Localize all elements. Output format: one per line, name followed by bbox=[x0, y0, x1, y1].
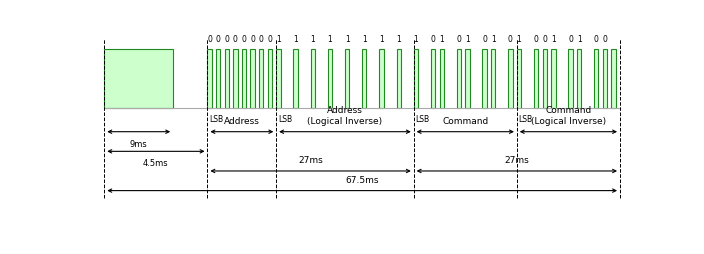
Bar bbox=[310, 50, 315, 109]
Bar bbox=[379, 50, 384, 109]
Text: 1: 1 bbox=[345, 35, 349, 44]
Text: 1: 1 bbox=[379, 35, 384, 44]
Bar bbox=[482, 50, 486, 109]
Text: 1: 1 bbox=[293, 35, 298, 44]
Text: 1: 1 bbox=[276, 35, 281, 44]
Bar bbox=[242, 50, 246, 109]
Text: 0: 0 bbox=[259, 35, 263, 44]
Text: 1: 1 bbox=[517, 35, 522, 44]
Text: 1: 1 bbox=[327, 35, 332, 44]
Text: 1: 1 bbox=[551, 35, 555, 44]
Text: 0: 0 bbox=[603, 35, 608, 44]
Text: 0: 0 bbox=[216, 35, 220, 44]
Text: 1: 1 bbox=[413, 35, 418, 44]
Bar bbox=[508, 50, 513, 109]
Bar bbox=[431, 50, 435, 109]
Text: 0: 0 bbox=[233, 35, 238, 44]
Bar bbox=[543, 50, 547, 109]
Text: 1: 1 bbox=[396, 35, 401, 44]
Bar bbox=[259, 50, 263, 109]
Bar bbox=[345, 50, 349, 109]
Text: 0: 0 bbox=[594, 35, 599, 44]
Text: Command
(Logical Inverse): Command (Logical Inverse) bbox=[531, 106, 606, 125]
Text: 0: 0 bbox=[508, 35, 513, 44]
Text: 0: 0 bbox=[542, 35, 547, 44]
Bar bbox=[396, 50, 401, 109]
Text: 67.5ms: 67.5ms bbox=[346, 175, 379, 184]
Text: 1: 1 bbox=[465, 35, 470, 44]
Bar bbox=[268, 50, 272, 109]
Text: Address
(Logical Inverse): Address (Logical Inverse) bbox=[308, 106, 382, 125]
Bar bbox=[104, 50, 173, 109]
Bar bbox=[465, 50, 470, 109]
Bar bbox=[568, 50, 572, 109]
Text: 1: 1 bbox=[491, 35, 496, 44]
Bar bbox=[294, 50, 298, 109]
Text: 0: 0 bbox=[482, 35, 487, 44]
Text: 1: 1 bbox=[439, 35, 444, 44]
Text: 0: 0 bbox=[534, 35, 539, 44]
Bar bbox=[414, 50, 418, 109]
Bar bbox=[577, 50, 582, 109]
Text: 0: 0 bbox=[250, 35, 255, 44]
Text: LSB: LSB bbox=[278, 115, 292, 123]
Bar bbox=[517, 50, 521, 109]
Bar bbox=[225, 50, 229, 109]
Text: 1: 1 bbox=[362, 35, 367, 44]
Bar bbox=[551, 50, 555, 109]
Text: LSB: LSB bbox=[415, 115, 429, 123]
Text: Command: Command bbox=[442, 116, 489, 125]
Text: 0: 0 bbox=[207, 35, 212, 44]
Text: 0: 0 bbox=[241, 35, 246, 44]
Text: 4.5ms: 4.5ms bbox=[143, 158, 169, 168]
Bar bbox=[276, 50, 280, 109]
Bar bbox=[362, 50, 367, 109]
Text: 1: 1 bbox=[577, 35, 582, 44]
Bar bbox=[251, 50, 255, 109]
Bar bbox=[611, 50, 616, 109]
Bar bbox=[491, 50, 496, 109]
Text: 0: 0 bbox=[456, 35, 461, 44]
Bar bbox=[216, 50, 220, 109]
Text: 27ms: 27ms bbox=[298, 155, 323, 164]
Bar bbox=[233, 50, 237, 109]
Bar bbox=[328, 50, 332, 109]
Bar bbox=[603, 50, 607, 109]
Text: 0: 0 bbox=[431, 35, 436, 44]
Text: LSB: LSB bbox=[518, 115, 533, 123]
Bar bbox=[594, 50, 598, 109]
Bar bbox=[534, 50, 539, 109]
Text: 9ms: 9ms bbox=[130, 139, 148, 148]
Text: LSB: LSB bbox=[209, 115, 223, 123]
Bar bbox=[439, 50, 444, 109]
Text: 0: 0 bbox=[268, 35, 272, 44]
Text: 0: 0 bbox=[568, 35, 573, 44]
Bar bbox=[457, 50, 461, 109]
Text: Address: Address bbox=[224, 116, 260, 125]
Text: 27ms: 27ms bbox=[505, 155, 529, 164]
Text: 0: 0 bbox=[225, 35, 230, 44]
Bar bbox=[208, 50, 212, 109]
Text: 1: 1 bbox=[310, 35, 315, 44]
